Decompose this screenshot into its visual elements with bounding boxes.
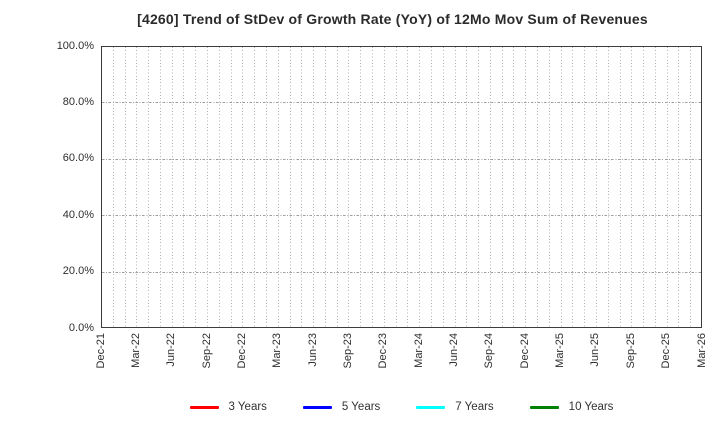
legend-item: 7 Years [416,401,494,413]
legend-line-swatch [189,405,219,409]
x-tick-label: Dec-25 [660,333,673,369]
x-tick-label: Mar-23 [271,333,284,368]
x-tick-label: Mar-22 [129,333,142,368]
y-tick-label: 100.0% [56,39,94,52]
legend-item: 3 Years [189,401,267,413]
legend-label: 5 Years [341,401,381,413]
x-tick-label: Dec-21 [94,333,107,369]
legend-item: 5 Years [302,401,381,413]
x-tick-label: Sep-23 [341,333,354,369]
x-tick-label: Jun-23 [306,333,319,367]
x-tick-label: Sep-24 [483,333,496,369]
x-tick-label: Jun-24 [448,333,461,367]
legend-line-swatch [529,405,559,409]
x-tick-label: Sep-25 [624,333,637,369]
legend-line-swatch [302,405,332,409]
x-tick-label: Dec-22 [235,333,248,369]
plot-border [101,46,702,328]
y-tick-label: 60.0% [62,152,94,165]
x-tick-label: Dec-24 [518,333,531,369]
legend-label: 10 Years [568,401,614,413]
plot-area [101,46,702,328]
x-tick-label: Mar-26 [695,333,708,368]
y-tick-label: 0.0% [68,321,94,334]
x-tick-label: Jun-22 [165,333,178,367]
x-tick-label: Mar-24 [412,333,425,368]
x-tick-label: Dec-23 [377,333,390,369]
y-tick-label: 40.0% [62,208,94,221]
chart-title: [4260] Trend of StDev of Growth Rate (Yo… [137,11,648,27]
y-tick-label: 20.0% [62,265,94,278]
legend: 3 Years 5 Years 7 Years 10 Years [101,401,702,413]
legend-line-swatch [416,405,446,409]
legend-label: 3 Years [228,401,267,413]
x-tick-label: Jun-25 [589,333,602,367]
x-tick-label: Mar-25 [554,333,567,368]
legend-item: 10 Years [529,401,614,413]
x-tick-label: Sep-22 [200,333,213,369]
legend-label: 7 Years [455,401,494,413]
y-tick-label: 80.0% [62,95,94,108]
